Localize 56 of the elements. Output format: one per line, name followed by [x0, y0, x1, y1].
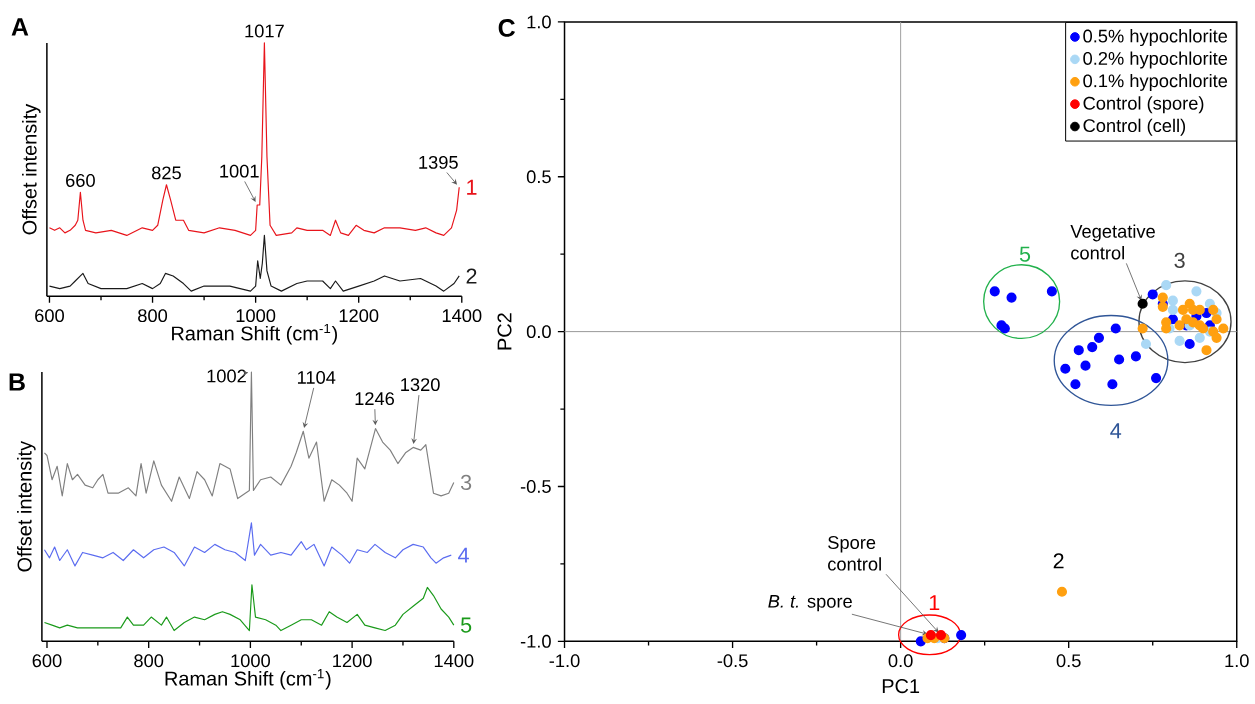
annotation: 1395	[419, 155, 458, 169]
series-label: 3	[460, 474, 472, 491]
x-tick-label: 800	[138, 309, 168, 323]
legend-label: 0.1% hypochlorite	[1083, 73, 1228, 91]
annotation: 1	[929, 595, 940, 610]
annotation: 1246	[355, 392, 395, 406]
x-tick-label: 800	[134, 654, 164, 668]
x-axis-title: Raman Shift (cm$^{-1}$)	[172, 323, 337, 345]
y-axis-title: Offset intensity	[22, 103, 41, 235]
annotation: 1104	[297, 370, 336, 384]
x-axis-title: Raman Shift (cm$^{-1}$)	[165, 668, 331, 690]
y-tick-label: -1.0	[520, 634, 551, 648]
annotation: 1001	[220, 164, 259, 178]
x-tick-label: 1400	[442, 309, 482, 323]
annotation: Vegetative control	[1070, 224, 1155, 260]
legend-label: 0.5% hypochlorite	[1083, 29, 1228, 47]
legend-label: Control (cell)	[1083, 118, 1186, 136]
x-tick-label: 1000	[236, 309, 276, 323]
y-axis-title: PC2	[497, 313, 512, 350]
series-label: 4	[458, 547, 469, 563]
annotation: 4	[1110, 423, 1122, 439]
x-tick-label: 1200	[333, 654, 372, 668]
y-tick-label: -0.5	[520, 479, 551, 493]
annotation: 1320	[401, 378, 440, 391]
x-tick-label: 1200	[339, 309, 379, 323]
series-label: 1	[467, 179, 477, 195]
x-tick-label: 1000	[231, 654, 270, 668]
series-label: 2	[466, 268, 477, 284]
chart-title: B	[9, 373, 25, 391]
y-axis-title: Offset intensity	[17, 440, 36, 572]
x-tick-label: 600	[35, 309, 64, 323]
annotation: 1017	[245, 24, 284, 38]
x-tick-label: 0.0	[888, 654, 913, 668]
x-tick-label: -0.5	[717, 654, 748, 668]
legend-label: Control (spore)	[1083, 96, 1204, 114]
annotation: 1002	[207, 369, 246, 383]
x-tick-label: 1400	[434, 654, 474, 668]
x-tick-label: 0.5	[1056, 654, 1081, 668]
annotation: B. t. spore	[768, 594, 852, 612]
chart-title: A	[11, 18, 29, 36]
x-tick-label: 600	[32, 654, 62, 668]
annotation: 5	[1019, 246, 1031, 262]
y-tick-label: 0.0	[526, 325, 551, 339]
x-axis-title: PC1	[882, 678, 920, 694]
annotation: 3	[1174, 252, 1185, 268]
series-label: 5	[460, 617, 472, 633]
x-tick-label: -1.0	[549, 654, 580, 668]
legend-label: 0.2% hypochlorite	[1083, 51, 1228, 69]
chart-title: C	[498, 19, 515, 37]
y-tick-label: 0.5	[526, 170, 551, 184]
annotation: Spore control	[828, 536, 881, 571]
annotation: 2	[1053, 553, 1064, 569]
x-tick-label: 1.0	[1225, 654, 1249, 668]
y-tick-label: 1.0	[527, 15, 551, 29]
annotation: 660	[66, 173, 95, 187]
annotation: 825	[151, 166, 181, 180]
